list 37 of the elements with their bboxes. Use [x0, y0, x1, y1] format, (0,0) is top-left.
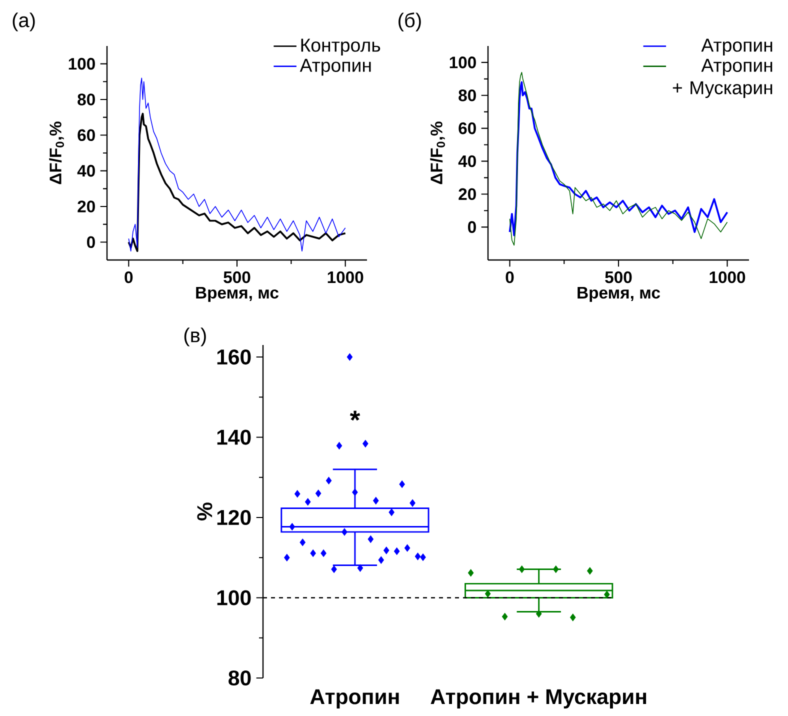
x-tick-label: 1000	[328, 271, 364, 284]
y-axis-title: ΔF/F$_{0}$,%	[49, 122, 64, 184]
y-tick-label: 80	[228, 670, 251, 686]
y-tick-label: 20	[78, 200, 95, 212]
y-tick-label: 160	[217, 349, 251, 365]
x-tick-label: 500	[224, 271, 250, 284]
x-tick-label: 0	[506, 271, 514, 284]
y-tick-label: 100	[217, 590, 251, 606]
y-axis-title: %	[197, 502, 212, 520]
y-tick-label: 40	[77, 164, 95, 177]
y-tick-label: 60	[458, 122, 476, 134]
legend-label: Атропин	[701, 38, 772, 56]
y-tick-label: 0	[87, 236, 95, 248]
chart-title: (a)	[12, 12, 35, 32]
legend-label: Атропин	[300, 58, 371, 76]
x-tick-label: 1000	[710, 271, 746, 284]
x-tick-label: 0	[124, 271, 133, 284]
y-tick-label: 80	[78, 94, 95, 106]
chart-title: (в)	[184, 328, 206, 346]
x-axis-title: Время, мс	[578, 286, 660, 302]
y-tick-label: 120	[217, 510, 251, 526]
x-tick-label: 500	[605, 271, 632, 284]
y-tick-label: 0	[468, 221, 476, 233]
line-series	[128, 78, 346, 252]
x-axis-title: Время, мс	[196, 286, 279, 302]
y-tick-label: 140	[217, 430, 251, 445]
annotation: *	[350, 410, 360, 421]
legend-label: Атропин + Мускарин	[672, 58, 772, 98]
y-tick-label: 40	[458, 155, 476, 168]
y-tick-label: 20	[458, 188, 476, 200]
chart-title: (б)	[398, 12, 421, 32]
y-tick-label: 80	[458, 89, 476, 102]
y-axis-title: ΔF/F$_{0}$,%	[430, 122, 445, 184]
y-tick-label: 100	[68, 58, 95, 70]
legend-label: Контроль	[301, 38, 380, 56]
y-tick-label: 100	[450, 56, 476, 68]
y-tick-label: 60	[78, 129, 95, 142]
